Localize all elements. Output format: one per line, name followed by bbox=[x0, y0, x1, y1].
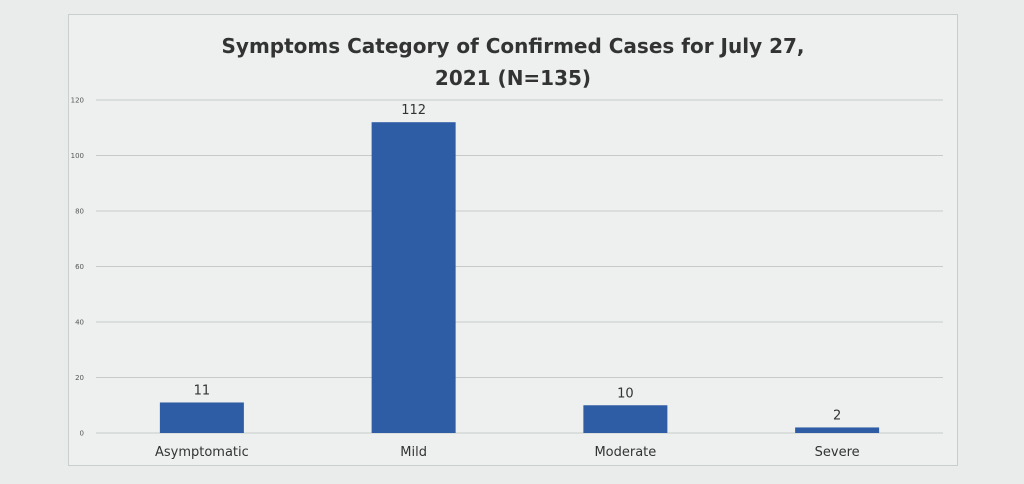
chart-title: Symptoms Category of Confirmed Cases for… bbox=[68, 30, 958, 94]
x-tick-label-moderate: Moderate bbox=[594, 445, 656, 460]
y-tick-label: 0 bbox=[80, 430, 84, 438]
y-tick-label: 100 bbox=[71, 152, 84, 160]
chart-title-line-1: Symptoms Category of Confirmed Cases for… bbox=[221, 34, 805, 58]
bar-asymptomatic bbox=[159, 402, 244, 433]
bar-severe bbox=[795, 427, 880, 433]
x-tick-label-asymptomatic: Asymptomatic bbox=[155, 445, 249, 460]
bar-moderate bbox=[583, 405, 668, 433]
y-tick-label: 60 bbox=[75, 263, 84, 271]
data-label-asymptomatic: 11 bbox=[194, 383, 211, 398]
x-axis-labels: Asymptomatic Mild Moderate Severe bbox=[155, 445, 860, 460]
x-tick-label-mild: Mild bbox=[400, 445, 427, 460]
y-tick-label: 40 bbox=[75, 319, 84, 327]
data-labels: 11 112 10 2 bbox=[194, 103, 842, 423]
y-tick-label: 20 bbox=[75, 374, 84, 382]
y-tick-label: 120 bbox=[71, 97, 84, 105]
x-tick-label-severe: Severe bbox=[815, 445, 860, 460]
data-label-mild: 112 bbox=[401, 103, 426, 118]
chart-frame bbox=[68, 14, 958, 466]
bar-mild bbox=[371, 122, 456, 433]
gridlines bbox=[96, 99, 943, 434]
data-label-moderate: 10 bbox=[617, 386, 634, 401]
y-axis-ticks: 0 20 40 60 80 100 120 bbox=[71, 97, 84, 438]
bars bbox=[159, 122, 880, 433]
chart-title-line-2: 2021 (N=135) bbox=[434, 66, 592, 90]
y-tick-label: 80 bbox=[75, 208, 84, 216]
data-label-severe: 2 bbox=[833, 408, 841, 423]
